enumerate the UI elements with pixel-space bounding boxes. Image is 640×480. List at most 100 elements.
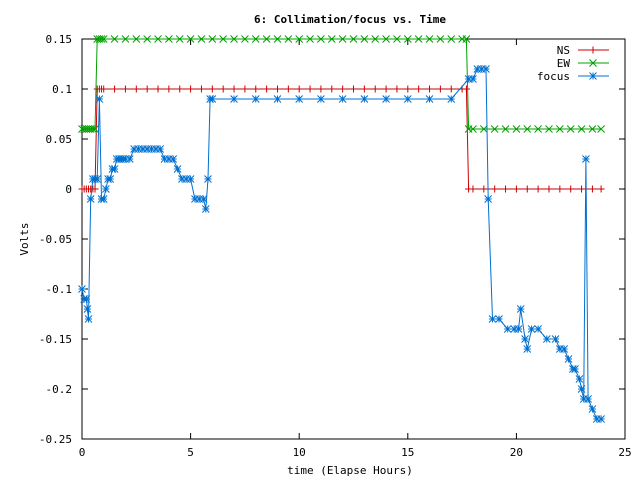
axis-ticks: 0 5 10 15 20 25 -0.25 -0.2 -0.15 -0.1 -0.05 0 0.05 0.… — [39, 33, 632, 459]
data-point — [241, 85, 249, 93]
data-point — [132, 85, 140, 93]
data-point — [597, 125, 605, 133]
data-point — [182, 175, 191, 183]
data-point — [425, 35, 434, 43]
data-point — [273, 35, 282, 43]
data-point — [317, 95, 325, 103]
data-point — [230, 85, 238, 93]
data-point — [284, 85, 292, 93]
data-point — [197, 85, 205, 93]
data-point — [403, 95, 412, 103]
data-point — [204, 175, 212, 183]
data-point — [382, 35, 390, 43]
data-point — [327, 35, 336, 43]
data-point — [491, 185, 499, 193]
data-point — [82, 295, 91, 303]
data-point — [197, 35, 206, 43]
data-point — [371, 85, 379, 93]
data-point — [252, 85, 260, 93]
y-axis-label: Volts — [18, 222, 31, 255]
data-point — [588, 125, 597, 133]
data-point — [403, 35, 412, 43]
series-focus — [78, 65, 605, 423]
y-tick-label: 0 — [65, 183, 72, 196]
data-point — [592, 415, 601, 423]
data-point — [414, 35, 423, 43]
data-point — [208, 85, 216, 93]
data-point — [154, 35, 162, 43]
data-point — [350, 85, 357, 93]
data-point — [512, 125, 521, 133]
data-point — [251, 95, 260, 103]
data-point — [99, 35, 108, 43]
series-line — [82, 38, 602, 130]
data-point — [512, 185, 520, 193]
data-point — [349, 35, 358, 43]
data-point — [566, 125, 575, 133]
data-point — [393, 85, 401, 93]
data-point — [556, 185, 564, 193]
data-point — [173, 165, 182, 173]
data-point — [121, 155, 130, 163]
data-point — [78, 285, 86, 293]
y-tick-label: -0.2 — [46, 383, 73, 396]
data-point — [83, 305, 92, 313]
data-point — [571, 365, 579, 373]
data-point — [339, 85, 347, 93]
data-point — [589, 46, 597, 54]
y-tick-label: -0.1 — [46, 283, 73, 296]
data-point — [175, 35, 184, 43]
data-point — [579, 395, 588, 403]
data-point — [502, 185, 510, 193]
data-point — [584, 395, 592, 403]
data-point — [371, 35, 380, 43]
data-point — [186, 35, 195, 43]
data-point — [219, 85, 227, 93]
data-point — [186, 175, 195, 183]
data-point — [317, 35, 325, 43]
data-point — [588, 405, 597, 413]
data-point — [86, 195, 95, 203]
data-point — [338, 35, 347, 43]
data-point — [263, 85, 271, 93]
data-point — [464, 75, 473, 83]
data-point — [521, 335, 529, 343]
data-point — [501, 125, 510, 133]
data-point — [382, 85, 390, 93]
x-axis-label: time (Elapse Hours) — [287, 464, 413, 477]
data-point — [578, 185, 586, 193]
data-point — [165, 35, 173, 43]
data-point — [328, 85, 336, 93]
data-point — [84, 315, 93, 323]
data-point — [415, 85, 423, 93]
x-tick-label: 25 — [618, 446, 631, 459]
data-point — [110, 165, 119, 173]
data-point — [545, 185, 553, 193]
data-point — [577, 125, 586, 133]
legend-label: NS — [557, 44, 570, 57]
data-point — [121, 85, 129, 93]
data-point — [555, 345, 564, 353]
data-point — [199, 195, 208, 203]
data-point — [295, 85, 303, 93]
data-point — [597, 415, 605, 423]
data-point — [545, 125, 553, 133]
data-point — [479, 125, 488, 133]
series-layer — [78, 35, 605, 423]
data-point — [102, 185, 110, 193]
data-point — [273, 95, 282, 103]
data-point — [567, 185, 575, 193]
data-point — [306, 85, 314, 93]
data-point — [482, 65, 490, 73]
series-ns — [78, 85, 605, 193]
data-point — [201, 205, 210, 213]
data-point — [495, 315, 503, 323]
data-point — [597, 185, 605, 193]
data-point — [462, 85, 470, 93]
data-point — [542, 335, 551, 343]
data-point — [490, 125, 499, 133]
data-point — [284, 35, 293, 43]
data-point — [165, 85, 173, 93]
data-point — [436, 85, 444, 93]
